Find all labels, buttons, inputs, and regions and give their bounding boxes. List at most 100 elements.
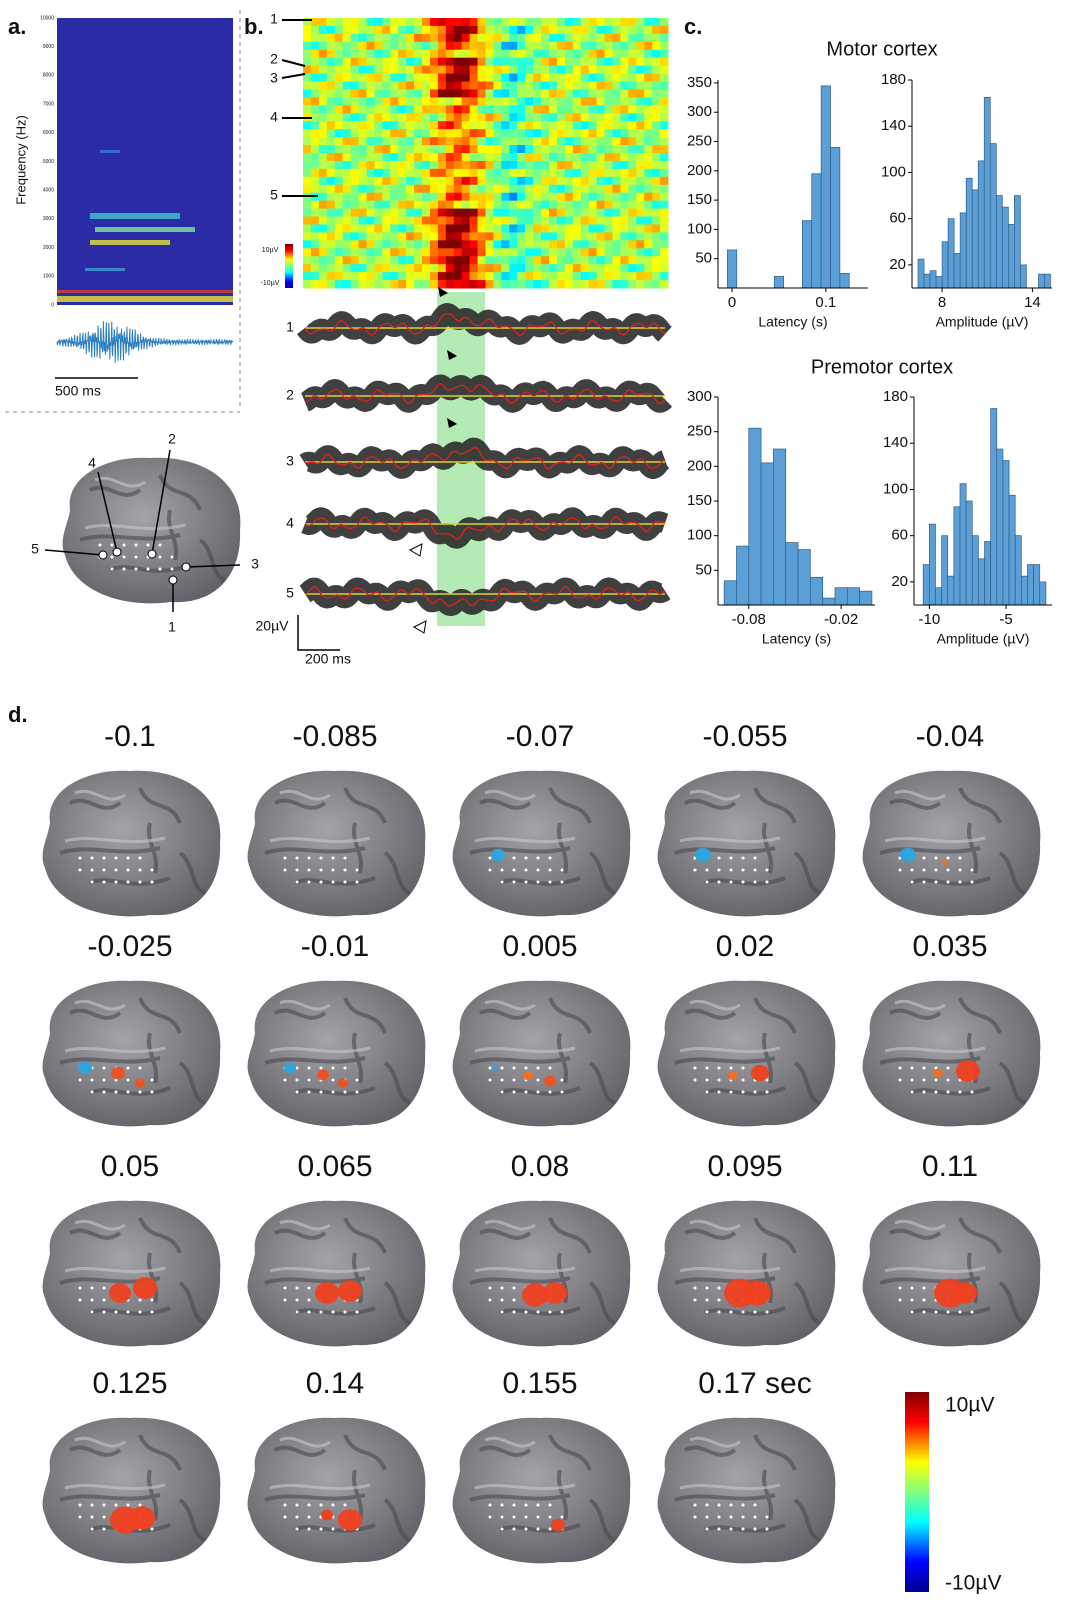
heatmap-cell: [446, 105, 454, 113]
heatmap-cell: [597, 169, 605, 177]
bar: [960, 484, 966, 605]
heatmap-cell: [509, 169, 517, 177]
heatmap-cell: [398, 58, 406, 66]
heatmap-cell: [311, 26, 319, 34]
heatmap-cell: [493, 280, 501, 288]
heatmap-cell: [359, 232, 367, 240]
heatmap-cell: [438, 209, 446, 217]
heatmap-cell: [319, 248, 327, 256]
heatmap-cell: [374, 74, 382, 82]
heatmap-cell: [612, 137, 620, 145]
heatmap-cell: [478, 42, 486, 50]
heatmap-cell: [327, 121, 335, 129]
heatmap-cell: [525, 58, 533, 66]
heatmap-cell: [509, 224, 517, 232]
heatmap-cell: [501, 169, 509, 177]
heatmap-cell: [612, 232, 620, 240]
heatmap-cell: [319, 18, 327, 26]
heatmap-cell: [366, 185, 374, 193]
heatmap-cell: [628, 89, 636, 97]
heatmap-cell: [597, 248, 605, 256]
heatmap-cell: [557, 280, 565, 288]
heatmap-cell: [589, 42, 597, 50]
x-tick-label: -10: [918, 611, 940, 628]
heatmap-cell: [525, 224, 533, 232]
heatmap-cell: [366, 121, 374, 129]
brain-surface: [453, 981, 631, 1127]
heatmap-cell: [478, 169, 486, 177]
heatmap-cell: [628, 97, 636, 105]
heatmap-cell: [581, 193, 589, 201]
heatmap-cell: [612, 26, 620, 34]
heatmap-cell: [374, 193, 382, 201]
heatmap-cell: [501, 58, 509, 66]
heatmap-cell: [343, 145, 351, 153]
heatmap-cell: [501, 185, 509, 193]
heatmap-cell: [406, 97, 414, 105]
brain: [863, 771, 1041, 917]
heatmap-cell: [517, 50, 525, 58]
heatmap-cell: [501, 193, 509, 201]
heatmap-cell: [311, 58, 319, 66]
heatmap-cell: [525, 18, 533, 26]
heatmap-cell: [390, 145, 398, 153]
heatmap-cell: [597, 18, 605, 26]
heatmap-cell: [359, 97, 367, 105]
heatmap-cell: [311, 129, 319, 137]
heatmap-cell: [620, 58, 628, 66]
activation: [338, 1079, 348, 1088]
heatmap-cell: [327, 34, 335, 42]
heatmap-cell: [509, 137, 517, 145]
heatmap-cell: [501, 89, 509, 97]
heatmap-cell: [581, 169, 589, 177]
heatmap-cell: [517, 145, 525, 153]
heatmap-cell: [517, 66, 525, 74]
heatmap-cell: [605, 169, 613, 177]
time-label: 0.125: [92, 1367, 167, 1400]
heatmap-cell: [589, 105, 597, 113]
heatmap-cell: [573, 18, 581, 26]
heatmap-cell: [335, 217, 343, 225]
heatmap-cell: [573, 34, 581, 42]
heatmap-cell: [533, 137, 541, 145]
heatmap-cell: [390, 121, 398, 129]
heatmap-cell: [549, 209, 557, 217]
heatmap-cell: [414, 137, 422, 145]
heatmap-cell: [319, 161, 327, 169]
heatmap-cell: [374, 18, 382, 26]
heatmap-cell: [303, 169, 311, 177]
heatmap-cell: [549, 66, 557, 74]
heatmap-cell: [486, 209, 494, 217]
heatmap-cell: [581, 113, 589, 121]
brain: [658, 1418, 836, 1564]
heatmap-cell: [509, 26, 517, 34]
heatmap-cell: [406, 272, 414, 280]
heatmap-cell: [327, 224, 335, 232]
heatmap-cell: [414, 34, 422, 42]
heatmap-cell: [454, 240, 462, 248]
heatmap-cell: [605, 145, 613, 153]
heatmap-cell: [390, 18, 398, 26]
activation: [551, 1519, 565, 1532]
heatmap-cell: [454, 161, 462, 169]
heatmap-cell: [311, 161, 319, 169]
heatmap-cell: [620, 18, 628, 26]
time-label: 0.005: [502, 930, 577, 963]
heatmap-cell: [311, 50, 319, 58]
heatmap-cell: [565, 153, 573, 161]
heatmap-cell: [359, 89, 367, 97]
heatmap-cell: [303, 153, 311, 161]
trace-label: 2: [286, 387, 294, 403]
heatmap-cell: [517, 240, 525, 248]
heatmap-cell: [509, 66, 517, 74]
heatmap-cell: [390, 26, 398, 34]
heatmap-cell: [303, 280, 311, 288]
heatmap-cell: [501, 177, 509, 185]
heatmap-cell: [486, 74, 494, 82]
heatmap-cell: [303, 232, 311, 240]
heatmap-cell: [390, 74, 398, 82]
heatmap-cell: [486, 232, 494, 240]
heatmap-cell: [327, 18, 335, 26]
heatmap-cell: [359, 280, 367, 288]
heatmap-cell: [366, 177, 374, 185]
